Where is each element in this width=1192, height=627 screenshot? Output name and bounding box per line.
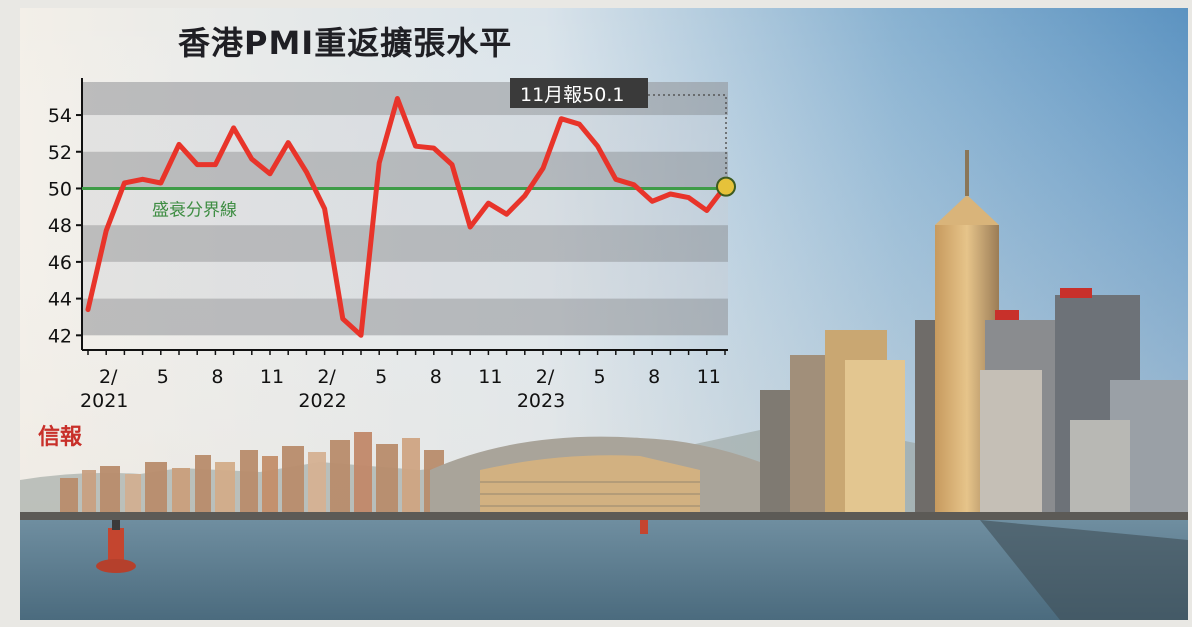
latest-point-marker xyxy=(716,176,736,197)
x-tick-label: 8 xyxy=(211,366,223,388)
reference-line-label: 盛衰分界線 xyxy=(152,200,237,220)
callout-box xyxy=(510,78,648,108)
x-tick-label: 5 xyxy=(594,366,606,388)
newspaper-brand-logo: 信報 xyxy=(38,424,83,450)
y-tick-label: 46 xyxy=(48,252,72,274)
chart-title: 香港PMI重返擴張水平 xyxy=(178,24,512,62)
x-tick-year-label: 2023 xyxy=(517,390,565,412)
y-tick-label: 48 xyxy=(48,215,72,237)
y-tick-label: 52 xyxy=(48,142,72,164)
x-tick-year-label: 2021 xyxy=(80,390,128,412)
x-axis-ticks: 2/2021 5 8 11 2/2022 5 8 11 2/2023 5 8 11 xyxy=(80,350,726,412)
callout-label: 11月報50.1 xyxy=(520,84,624,106)
x-tick-label: 11 xyxy=(697,366,721,388)
x-tick-year-label: 2022 xyxy=(298,390,346,412)
y-tick-label: 54 xyxy=(48,105,72,127)
x-tick-label: 5 xyxy=(157,366,169,388)
x-tick-label: 5 xyxy=(375,366,387,388)
grid-band xyxy=(82,261,728,299)
x-tick-label: 11 xyxy=(260,366,284,388)
x-tick-label: 2/ xyxy=(536,366,555,388)
grid-band xyxy=(82,298,728,336)
x-tick-label: 8 xyxy=(430,366,442,388)
grid-band xyxy=(82,188,728,226)
y-tick-label: 42 xyxy=(48,325,72,347)
x-tick-label: 2/ xyxy=(99,366,118,388)
x-tick-label: 8 xyxy=(648,366,660,388)
x-tick-label: 11 xyxy=(478,366,502,388)
grid-band xyxy=(82,225,728,262)
y-tick-label: 50 xyxy=(48,178,72,200)
y-axis-ticks: 42 44 46 48 50 52 54 xyxy=(48,105,82,347)
x-tick-label: 2/ xyxy=(317,366,336,388)
y-tick-label: 44 xyxy=(48,289,72,311)
series-line-pmi xyxy=(85,96,728,338)
callout-leader-line xyxy=(648,94,727,178)
